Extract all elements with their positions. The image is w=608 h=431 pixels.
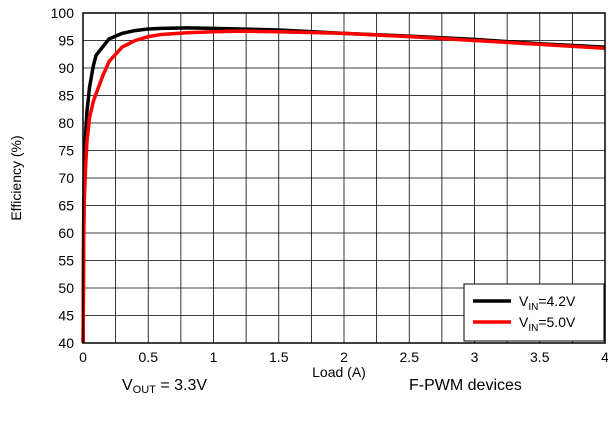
legend-value: =5.0V	[538, 314, 576, 330]
x-axis-title: Load (A)	[312, 364, 366, 380]
x-tick-label: 1.5	[269, 349, 289, 365]
vout-value: = 3.3V	[155, 377, 208, 394]
y-tick-label: 50	[58, 280, 74, 296]
vout-annotation: VOUT = 3.3V	[122, 376, 207, 396]
series-lines	[81, 26, 606, 344]
y-tick-label: 65	[58, 198, 74, 214]
x-tick-label: 0	[79, 349, 87, 365]
legend-subscript: IN	[528, 302, 538, 313]
y-tick-label: 100	[51, 5, 75, 21]
tick-labels: 0 0.5 1 1.5 2 2.5 3 3.5 4 40 45 50 55 60 65 70 75 80 85 90 9…	[51, 5, 608, 365]
legend-value: =4.2V	[538, 293, 576, 309]
x-tick-label: 1	[210, 349, 218, 365]
legend-box	[463, 283, 605, 342]
x-tick-label: 2	[340, 349, 348, 365]
y-tick-label: 55	[58, 253, 74, 269]
y-tick-label: 95	[58, 33, 74, 49]
y-tick-label: 45	[58, 308, 74, 324]
legend-subscript: IN	[528, 323, 538, 334]
legend-main: V	[519, 293, 529, 309]
x-tick-label: 3.5	[530, 349, 550, 365]
legend-label-0: VIN=4.2V	[519, 293, 576, 313]
devices-annotation: F-PWM devices	[409, 377, 522, 394]
y-tick-label: 90	[58, 60, 74, 76]
vout-main: V	[122, 377, 133, 394]
y-tick-label: 70	[58, 170, 74, 186]
legend-label-1: VIN=5.0V	[519, 314, 576, 334]
y-tick-label: 75	[58, 143, 74, 159]
y-tick-label: 60	[58, 225, 74, 241]
y-tick-label: 40	[58, 335, 74, 351]
x-tick-label: 0.5	[139, 349, 159, 365]
legend-main: V	[519, 314, 529, 330]
y-tick-label: 85	[58, 88, 74, 104]
plot-frame	[82, 12, 606, 344]
x-tick-label: 2.5	[400, 349, 420, 365]
x-tick-label: 4	[601, 349, 608, 365]
x-tick-label: 3	[471, 349, 479, 365]
y-tick-label: 80	[58, 115, 74, 131]
y-axis-title: Efficiency (%)	[8, 135, 24, 220]
vout-subscript: OUT	[132, 384, 156, 396]
series-line-1	[81, 29, 606, 344]
